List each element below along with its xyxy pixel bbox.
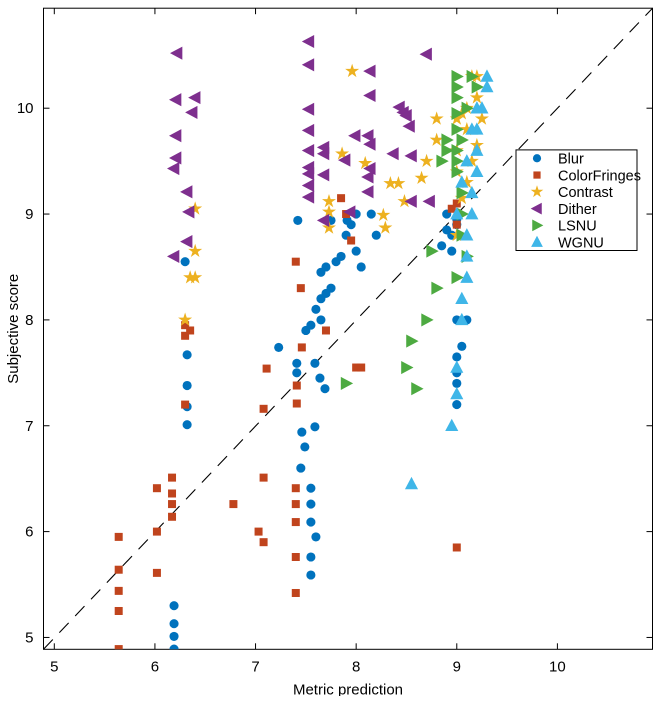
svg-text:7: 7 [25, 418, 33, 435]
svg-text:WGNU: WGNU [558, 235, 604, 251]
svg-text:5: 5 [50, 658, 58, 675]
svg-text:9: 9 [453, 658, 461, 675]
svg-text:6: 6 [25, 524, 33, 541]
svg-text:Metric prediction: Metric prediction [293, 681, 403, 696]
svg-text:LSNU: LSNU [558, 219, 597, 235]
svg-text:8: 8 [25, 312, 33, 329]
svg-text:8: 8 [352, 658, 360, 675]
svg-text:7: 7 [251, 658, 259, 675]
svg-text:10: 10 [17, 100, 34, 117]
svg-text:9: 9 [25, 206, 33, 223]
svg-text:Contrast: Contrast [558, 185, 613, 201]
svg-text:Dither: Dither [558, 202, 597, 218]
svg-text:5: 5 [25, 629, 33, 646]
svg-text:ColorFringes: ColorFringes [558, 168, 641, 184]
svg-text:10: 10 [549, 658, 566, 675]
svg-text:Blur: Blur [558, 151, 584, 167]
svg-text:Subjective score: Subjective score [5, 274, 22, 384]
svg-text:6: 6 [151, 658, 159, 675]
